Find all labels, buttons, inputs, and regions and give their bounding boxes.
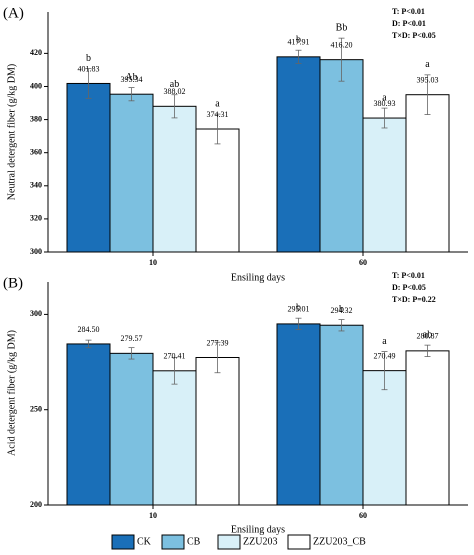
significance-letter: a: [215, 98, 220, 109]
panel-label: (A): [3, 5, 24, 21]
legend-swatch: [111, 534, 135, 550]
stat-text: T×D: P<0.05: [392, 31, 436, 40]
bar: [66, 343, 111, 506]
bar: [276, 56, 321, 253]
value-label: 395.03: [417, 76, 439, 85]
y-axis-label: Acid detergent fiber (g/kg DM): [6, 330, 17, 456]
significance-letter: Bb: [336, 22, 348, 33]
legend-swatch: [217, 534, 241, 550]
legend-label: ZZU203_CB: [313, 536, 366, 547]
y-tick-label: 320: [30, 214, 42, 223]
value-label: 374.31: [207, 110, 229, 119]
significance-letter: a: [425, 59, 430, 70]
value-label: 295.01: [288, 305, 310, 314]
value-label: 416.20: [331, 40, 353, 49]
significance-letter: ab: [423, 329, 432, 340]
bar: [405, 94, 450, 253]
y-tick-label: 300: [30, 247, 42, 256]
x-tick-label: 60: [359, 511, 367, 520]
stat-text: D: P<0.05: [392, 283, 426, 292]
y-tick-label: 200: [30, 500, 42, 509]
bar: [362, 370, 407, 506]
legend-label: CB: [187, 536, 201, 547]
bar: [109, 352, 154, 506]
significance-letter: b: [296, 35, 301, 46]
significance-letter: b: [296, 302, 301, 313]
legend-label: CK: [137, 536, 152, 547]
y-tick-label: 250: [30, 405, 42, 414]
stat-text: T: P<0.01: [392, 271, 425, 280]
value-label: 395.34: [121, 75, 143, 84]
bar: [195, 356, 240, 506]
bar: [195, 128, 240, 253]
bar: [276, 323, 321, 506]
bar: [319, 59, 364, 253]
y-tick-label: 420: [30, 48, 42, 57]
y-tick-label: 360: [30, 148, 42, 157]
value-label: 417.91: [288, 38, 310, 47]
bar: [66, 82, 111, 253]
panel-label: (B): [3, 275, 23, 291]
value-label: 284.50: [78, 325, 100, 334]
bar: [152, 105, 197, 253]
value-label: 279.57: [121, 334, 143, 343]
x-tick-label: 10: [149, 511, 157, 520]
y-tick-label: 340: [30, 181, 42, 190]
value-label: 401.83: [78, 64, 100, 73]
bar: [362, 117, 407, 253]
value-label: 270.49: [374, 351, 396, 360]
value-label: 388.02: [164, 87, 186, 96]
significance-letter: a: [382, 92, 387, 103]
legend-swatch: [161, 534, 185, 550]
significance-letter: Ab: [125, 72, 137, 83]
significance-letter: b: [339, 304, 344, 315]
stat-text: D: P<0.01: [392, 19, 426, 28]
stat-text: T×D: P=0.22: [392, 295, 436, 304]
significance-letter: a: [382, 336, 387, 347]
value-label: 294.32: [331, 306, 353, 315]
legend-swatch: [287, 534, 311, 550]
y-tick-label: 300: [30, 309, 42, 318]
stat-text: T: P<0.01: [392, 7, 425, 16]
legend-label: ZZU203: [243, 536, 277, 547]
significance-letter: b: [86, 53, 91, 64]
x-axis-label: Ensiling days: [231, 524, 285, 535]
bar: [405, 350, 450, 506]
significance-letter: ab: [170, 79, 179, 90]
value-label: 277.39: [207, 338, 229, 347]
value-label: 270.41: [164, 352, 186, 361]
x-tick-label: 60: [359, 258, 367, 267]
y-tick-label: 380: [30, 114, 42, 123]
value-label: 380.93: [374, 99, 396, 108]
y-tick-label: 400: [30, 81, 42, 90]
y-axis-label: Neutral detergent fiber (g/kg DM): [6, 64, 17, 200]
value-label: 280.87: [417, 332, 439, 341]
bar: [152, 370, 197, 506]
bar: [319, 324, 364, 506]
bar: [109, 93, 154, 253]
x-axis-label: Ensiling days: [231, 272, 285, 283]
x-tick-label: 10: [149, 258, 157, 267]
